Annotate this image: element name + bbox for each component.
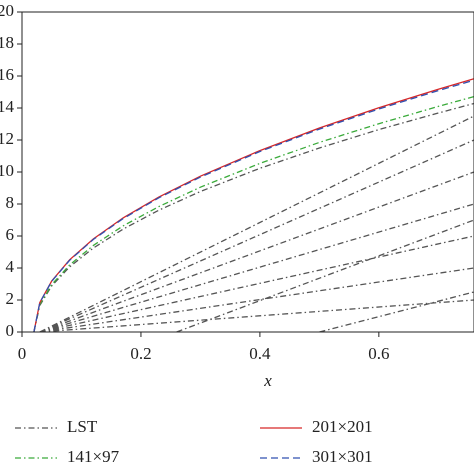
series-line bbox=[33, 78, 474, 332]
legend-label: 201×201 bbox=[312, 417, 373, 436]
plot-area bbox=[33, 78, 474, 332]
plot-frame bbox=[21, 11, 474, 333]
y-tick-label: 4 bbox=[6, 257, 15, 276]
y-tick-label: 18 bbox=[0, 33, 14, 52]
y-tick-label: 0 bbox=[6, 321, 15, 340]
series-line bbox=[33, 79, 474, 332]
series-line bbox=[33, 95, 474, 332]
x-axis-label: x bbox=[263, 371, 272, 390]
y-tick-label: 10 bbox=[0, 161, 14, 180]
y-tick-label: 6 bbox=[6, 225, 15, 244]
y-tick-label: 8 bbox=[6, 193, 15, 212]
y-tick-label: 20 bbox=[0, 1, 14, 20]
y-tick-label: 2 bbox=[6, 289, 15, 308]
x-tick-label: 0 bbox=[18, 344, 27, 363]
y-tick-label: 16 bbox=[0, 65, 14, 84]
x-tick-label: 0.2 bbox=[130, 344, 151, 363]
y-tick-label: 14 bbox=[0, 97, 15, 116]
series-line bbox=[33, 102, 474, 332]
x-tick-label: 0.6 bbox=[368, 344, 389, 363]
legend-label: 301×301 bbox=[312, 447, 373, 466]
x-tick-label: 0.4 bbox=[249, 344, 271, 363]
y-tick-label: 12 bbox=[0, 129, 14, 148]
legend-label: LST bbox=[67, 417, 98, 436]
legend-label: 141×97 bbox=[67, 447, 120, 466]
